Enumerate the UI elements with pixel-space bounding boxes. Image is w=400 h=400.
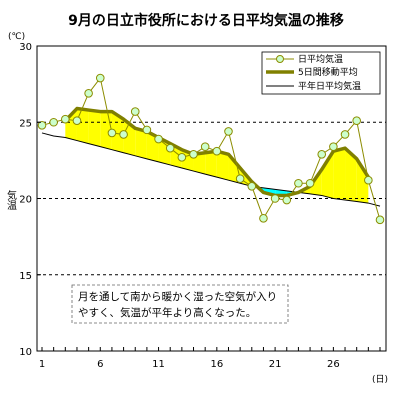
- data-point-daily: [235, 174, 245, 183]
- legend: 日平均気温 5日間移動平均 平年日平均気温: [261, 51, 381, 95]
- x-tick-label: 1: [39, 359, 45, 370]
- data-point-daily: [61, 114, 70, 124]
- data-point-daily: [119, 130, 128, 139]
- anomaly-fill-segment: [321, 151, 334, 199]
- legend-label-moving-average: 5日間移動平均: [298, 66, 358, 78]
- anomaly-fill-segment: [333, 148, 346, 201]
- anomaly-fill-segment: [193, 152, 206, 175]
- data-point-daily: [282, 195, 292, 205]
- x-tick-label: 6: [97, 359, 103, 370]
- data-point-daily: [72, 116, 82, 126]
- y-tick-label: 15: [19, 271, 32, 282]
- data-point-daily: [305, 178, 315, 188]
- y-tick-label: 25: [19, 118, 32, 129]
- anomaly-fill-segment: [356, 158, 369, 204]
- x-unit-label: (日): [372, 374, 388, 385]
- data-point-daily: [224, 127, 233, 136]
- anomaly-fill-segment: [135, 128, 147, 159]
- anomaly-fill-segment: [205, 151, 217, 178]
- annotation-line-1: 月を通して南から暖かく湿った空気が入り: [78, 290, 277, 303]
- legend-label-daily: 日平均気温: [298, 53, 343, 65]
- annotation-line-2: やすく、気温が平年より高くなった。: [78, 306, 256, 319]
- x-tick-label: 26: [327, 359, 340, 370]
- data-point-daily: [84, 88, 93, 98]
- y-axis-title: 気温: [5, 189, 17, 210]
- data-point-daily: [37, 121, 47, 130]
- data-point-daily: [364, 175, 373, 185]
- data-point-daily: [294, 178, 303, 188]
- series-line-normal: [41, 132, 381, 207]
- chart-title: 9月の日立市役所における日平均気温の推移: [68, 12, 344, 29]
- data-point-daily: [375, 215, 385, 225]
- data-point-daily: [200, 142, 210, 151]
- data-point-daily: [317, 149, 327, 159]
- data-point-daily: [270, 194, 280, 203]
- data-point-daily: [340, 130, 350, 139]
- annotation-box: 月を通して南から暖かく湿った空気が入り やすく、気温が平年より高くなった。: [71, 284, 289, 324]
- anomaly-fill-segment: [158, 137, 171, 165]
- anomaly-fill-segment: [345, 148, 357, 202]
- data-point-daily: [49, 117, 58, 127]
- anomaly-fill-segment: [216, 151, 229, 181]
- data-point-daily: [189, 149, 198, 159]
- x-tick-label: 21: [269, 359, 282, 370]
- data-point-daily: [95, 73, 105, 83]
- data-point-daily: [107, 128, 117, 138]
- data-point-daily: [130, 107, 140, 116]
- data-point-daily: [154, 134, 163, 144]
- data-point-daily: [165, 143, 175, 153]
- y-unit-label: (℃): [8, 32, 25, 42]
- data-point-daily: [247, 182, 257, 191]
- legend-marker-daily: [276, 55, 284, 63]
- x-tick-label: 16: [210, 359, 223, 370]
- y-tick-label: 30: [19, 42, 32, 53]
- data-point-daily: [259, 214, 268, 223]
- x-tick-label: 11: [152, 359, 165, 370]
- data-point-daily: [212, 146, 222, 156]
- data-point-daily: [329, 142, 338, 151]
- data-point-daily: [142, 125, 152, 135]
- y-tick-label: 20: [19, 195, 32, 206]
- anomaly-fill-segment: [88, 110, 101, 147]
- data-point-daily: [177, 153, 187, 162]
- y-tick-label: 10: [19, 347, 32, 358]
- anomaly-fill-segment: [111, 111, 124, 153]
- anomaly-fill-segment: [76, 108, 89, 144]
- annotation-border: [71, 284, 289, 324]
- legend-label-normal: 平年日平均気温: [298, 80, 361, 92]
- anomaly-fill-segment: [65, 108, 77, 141]
- data-point-daily: [352, 116, 361, 126]
